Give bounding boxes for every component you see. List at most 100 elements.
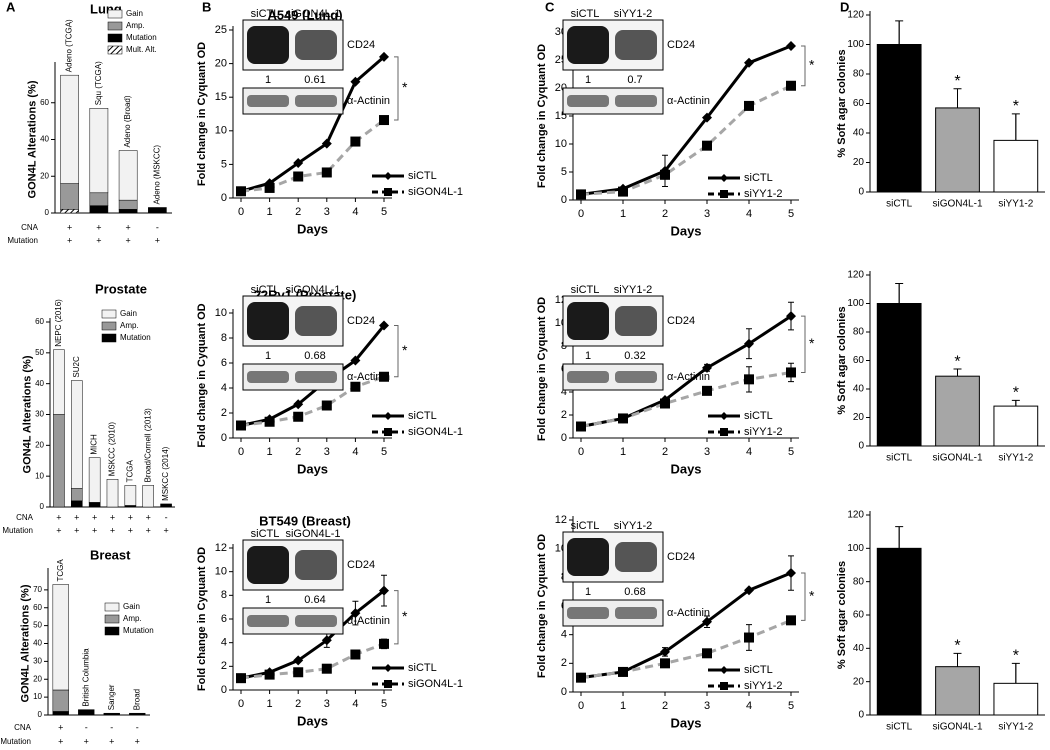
series-line [580, 314, 792, 428]
y-tick-label: 120 [847, 10, 864, 21]
legend-marker [720, 666, 728, 674]
significance-bracket [801, 572, 806, 621]
bar-segment [118, 209, 138, 214]
row-value: - [85, 722, 88, 732]
bar-segment [52, 584, 69, 691]
y-tick-label: 0 [858, 441, 864, 452]
bar [993, 405, 1039, 447]
marker [576, 421, 586, 432]
marker [379, 115, 389, 126]
band-label: CD24 [347, 559, 375, 571]
y-tick-label: 40 [853, 643, 865, 654]
band-label: α-Actinin [667, 371, 710, 383]
band-label: α-Actinin [667, 95, 710, 107]
band-label: CD24 [347, 39, 375, 51]
chart-title: BT549 (Breast) [259, 513, 351, 528]
y-tick-label: 5 [221, 158, 227, 170]
y-tick-label: 0 [40, 502, 45, 511]
quantification: 1 [585, 74, 591, 86]
marker [379, 371, 389, 382]
y-tick-label: 5 [561, 166, 567, 178]
marker [702, 648, 712, 659]
row-value: + [74, 525, 79, 535]
bar-segment [88, 502, 101, 508]
blot-band [615, 607, 657, 619]
x-tick-label: 4 [746, 208, 752, 220]
row-value: + [125, 222, 130, 232]
y-tick-label: 10 [215, 566, 227, 578]
legend-marker [720, 412, 728, 420]
x-tick-label: 1 [267, 206, 273, 218]
legend-label: siYY1-2 [744, 188, 783, 200]
marker [786, 568, 796, 579]
y-tick-label: 2 [561, 409, 567, 421]
band-label: CD24 [667, 551, 695, 563]
row-label: Mutation [7, 236, 38, 245]
marker [744, 57, 754, 68]
y-tick-label: 60 [33, 603, 42, 612]
x-tick-label: 5 [381, 698, 387, 710]
lane-label: siYY1-2 [614, 520, 653, 532]
bar-segment [89, 205, 109, 214]
marker [702, 385, 712, 396]
marker [293, 399, 304, 410]
quantification: 1 [265, 350, 271, 362]
marker [576, 672, 586, 683]
y-tick-label: 20 [40, 171, 49, 180]
lane-label: siCTL [251, 284, 280, 296]
blot-band [247, 95, 289, 107]
x-tick-label: 5 [788, 208, 794, 220]
legend-swatch [101, 321, 117, 331]
x-tick-label: siCTL [886, 453, 913, 464]
row-value: + [58, 722, 63, 732]
marker [744, 632, 754, 643]
marker [236, 420, 246, 431]
blot-band [567, 607, 609, 619]
row-value: + [146, 525, 151, 535]
y-tick-label: 12 [555, 514, 567, 526]
band-label: CD24 [347, 315, 375, 327]
y-tick-label: 25 [215, 24, 227, 36]
category-label: Adeno (MSKCC) [152, 145, 161, 205]
significance-label: * [809, 57, 815, 73]
bar [993, 682, 1039, 716]
bar-segment [142, 485, 155, 508]
legend-swatch [107, 45, 123, 55]
x-tick-label: 4 [352, 446, 358, 458]
bar-segment [53, 349, 65, 415]
row-label: CNA [16, 513, 34, 522]
significance-bracket [394, 590, 399, 645]
marker [618, 413, 628, 424]
legend-marker [384, 680, 392, 688]
y-tick-label: 8 [221, 589, 227, 601]
blot-band [295, 30, 337, 60]
marker [293, 655, 304, 666]
marker [660, 398, 670, 409]
legend-swatch [107, 33, 123, 43]
bar [935, 107, 980, 193]
x-tick-label: 5 [788, 700, 794, 712]
x-tick-label: 2 [662, 208, 668, 220]
row-value: + [67, 235, 72, 245]
bar-segment [103, 712, 120, 716]
y-tick-label: 4 [221, 382, 227, 394]
category-label: Broad/Cornell (2013) [143, 408, 152, 483]
marker [293, 411, 304, 422]
legend-swatch [104, 614, 120, 624]
x-tick-label: siCTL [886, 199, 913, 210]
marker [702, 140, 712, 151]
blot-band [247, 615, 289, 627]
lane-label: siCTL [571, 284, 600, 296]
legend-swatch [107, 9, 123, 19]
blot-band [295, 306, 337, 336]
legend-label: siYY1-2 [744, 426, 783, 438]
y-tick-label: 10 [33, 692, 42, 701]
legend-label: Mutation [123, 626, 154, 635]
row-value: + [92, 525, 97, 535]
legend-label: Mult. Alt. [126, 45, 157, 54]
row-label: Mutation [0, 737, 31, 746]
series-line [240, 118, 385, 193]
significance-label: * [402, 342, 408, 358]
marker [350, 76, 361, 87]
y-axis-label: Fold change in Cyquant OD [536, 534, 548, 678]
